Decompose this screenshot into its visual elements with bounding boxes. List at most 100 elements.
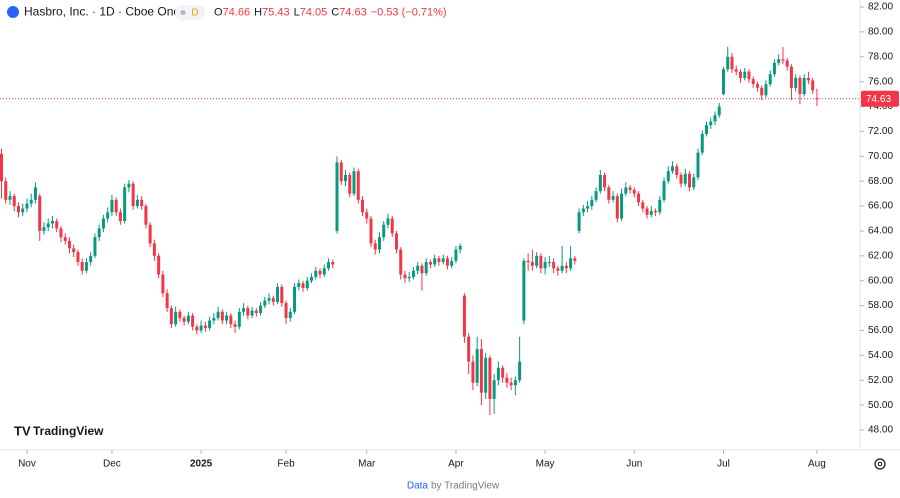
candle-body [114, 199, 118, 213]
candle-body [225, 315, 229, 321]
candle-body [394, 233, 398, 250]
candle-body [747, 71, 751, 80]
candle-body [700, 133, 704, 153]
candle-body [586, 206, 590, 209]
candle-body [518, 361, 522, 381]
candle-body [229, 315, 233, 325]
candle-body [386, 218, 390, 225]
candle-body [658, 199, 662, 213]
candle-body [55, 220, 59, 229]
candle-body [280, 286, 284, 304]
y-tick-label: 78.00 [868, 51, 893, 62]
candle-body [581, 208, 585, 213]
candle-body [216, 311, 220, 319]
candle-body [598, 174, 602, 192]
candle-body [182, 318, 186, 322]
candle-body [445, 258, 449, 266]
candle-body [458, 245, 462, 250]
candle-body [80, 262, 84, 271]
candle-body [471, 361, 475, 383]
candle-body [263, 300, 267, 306]
candle-body [259, 305, 263, 314]
candle-body [284, 303, 288, 319]
candle-body [38, 196, 42, 231]
logo-mark: TV [14, 423, 31, 438]
candle-body [467, 336, 471, 362]
candle-body [789, 66, 793, 88]
candle-body [632, 189, 636, 194]
candle-body [254, 310, 258, 314]
candle-body [237, 311, 241, 327]
legend-value: 75.43 [262, 6, 290, 18]
candle-body [713, 115, 717, 122]
candle-body [356, 171, 360, 200]
candle-body [246, 308, 250, 316]
interval-badge: D [191, 8, 198, 19]
candle-body [594, 191, 598, 200]
x-tick-label: Dec [103, 459, 121, 470]
candle-body [649, 211, 653, 215]
candle-body [233, 324, 237, 327]
candle-body [46, 223, 50, 228]
candle-body [738, 71, 742, 78]
candle-body [140, 199, 144, 207]
candle-body [441, 258, 445, 263]
candle-body [110, 199, 114, 213]
candle-body [590, 199, 594, 207]
candle-body [760, 87, 764, 96]
y-tick-label: 50.00 [868, 400, 893, 411]
candle-body [169, 308, 173, 325]
candle-body [84, 262, 88, 271]
candle-body [25, 203, 29, 209]
y-tick-label: 64.00 [868, 226, 893, 237]
ohlc-legend: O74.66 H75.43 L74.05 C74.63 −0.53 (−0.71%) [214, 6, 447, 18]
candle-body [671, 166, 675, 172]
candle-body [513, 380, 517, 386]
candle-body [543, 262, 547, 269]
candle-body [734, 69, 738, 72]
candle-body [535, 255, 539, 266]
candle-body [276, 286, 280, 302]
x-tick-label: Feb [277, 459, 295, 470]
candle-body [365, 212, 369, 219]
candle-body [654, 211, 658, 213]
candle-body [721, 69, 725, 95]
candle-body [33, 187, 37, 200]
x-tick-label: May [536, 459, 555, 470]
candle-body [505, 377, 509, 383]
candle-body [424, 262, 428, 274]
candle-body [50, 220, 54, 224]
candle-body [344, 174, 348, 182]
candle-body [271, 298, 275, 302]
x-tick-label: Aug [808, 459, 826, 470]
candle-body [93, 237, 97, 256]
candle-body [301, 283, 305, 289]
candle-body [267, 298, 271, 301]
legend-label: C [331, 6, 339, 18]
legend-value: 74.63 [339, 6, 367, 18]
symbol-logo [7, 6, 19, 18]
candle-body [484, 357, 488, 393]
candle-body [407, 276, 411, 279]
candle-body [552, 262, 556, 269]
x-tick-label: Apr [448, 459, 464, 470]
candle-body [21, 208, 25, 213]
candle-body [772, 62, 776, 75]
footer-link[interactable]: Data [407, 481, 429, 492]
candle-body [751, 79, 755, 85]
candle-body [603, 174, 607, 188]
candle-body [297, 283, 301, 287]
x-tick-label: Jun [626, 459, 642, 470]
candle-body [352, 171, 356, 194]
candle-body [637, 193, 641, 203]
candle-body [755, 84, 759, 88]
candle-body [314, 270, 318, 277]
candle-body [220, 311, 224, 321]
candle-body [560, 265, 564, 271]
settings-icon[interactable] [874, 458, 886, 470]
x-tick-label: 2025 [190, 459, 213, 470]
candle-body [683, 173, 687, 184]
candle-body [675, 166, 679, 175]
